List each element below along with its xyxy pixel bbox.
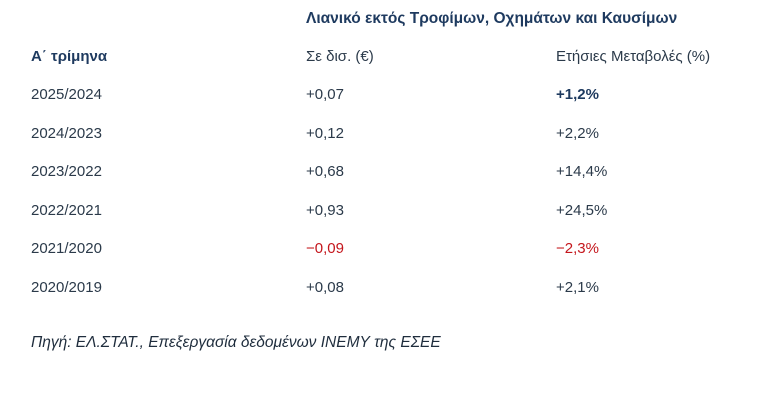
source-note: Πηγή: ΕΛ.ΣΤΑΤ., Επεξεργασία δεδομένων ΙΝ… (31, 334, 441, 351)
cell-change: +14,4% (556, 163, 608, 180)
table-row: 2021/2020 −0,09 −2,3% (0, 240, 779, 264)
cell-change: +2,1% (556, 278, 599, 296)
cell-billions: +0,08 (306, 278, 344, 296)
cell-period: 2025/2024 (31, 86, 102, 103)
cell-change: +24,5% (556, 201, 608, 219)
cell-period: 2024/2023 (31, 124, 102, 142)
cell-billions: +0,07 (306, 86, 344, 103)
cell-billions: +0,12 (306, 124, 344, 142)
table-row: 2024/2023 +0,12 +2,2% (0, 125, 779, 149)
table-row: 2023/2022 +0,68 +14,4% (0, 163, 779, 187)
cell-billions: +0,68 (306, 163, 344, 180)
cell-change: +1,2% (556, 86, 599, 103)
table-super-header: Λιανικό εκτός Τροφίμων, Οχημάτων και Καυ… (306, 10, 678, 27)
column-header-period: Α΄ τρίμηνα (31, 48, 108, 65)
cell-period: 2022/2021 (31, 201, 102, 219)
cell-period: 2020/2019 (31, 278, 102, 296)
table-row: 2022/2021 +0,93 +24,5% (0, 202, 779, 226)
column-header-change: Ετήσιες Μεταβολές (%) (556, 48, 711, 65)
cell-change: −2,3% (556, 240, 599, 257)
cell-billions: +0,93 (306, 201, 344, 219)
cell-change: +2,2% (556, 124, 599, 142)
table-row: 2025/2024 +0,07 +1,2% (0, 86, 779, 110)
cell-period: 2021/2020 (31, 240, 102, 257)
cell-period: 2023/2022 (31, 163, 102, 180)
cell-billions: −0,09 (306, 240, 344, 257)
column-header-billions: Σε δισ. (€) (306, 48, 374, 65)
table-row: 2020/2019 +0,08 +2,1% (0, 279, 779, 303)
